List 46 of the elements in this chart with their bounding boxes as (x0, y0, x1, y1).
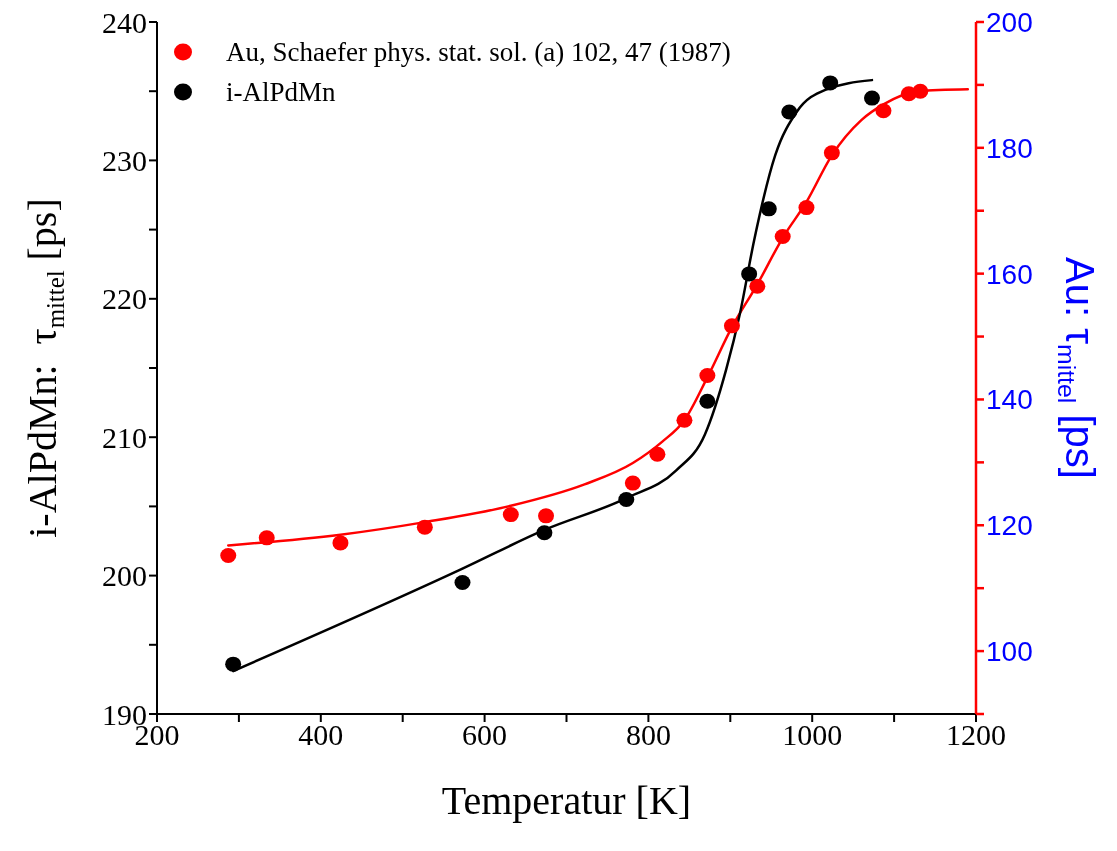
y2-tick-label: 100 (986, 636, 1033, 668)
point (332, 535, 349, 551)
point (416, 519, 433, 535)
point (798, 200, 815, 216)
x-tick-label: 1000 (782, 718, 843, 752)
point (454, 575, 471, 591)
point (875, 103, 892, 119)
point (760, 201, 777, 217)
point (699, 393, 716, 409)
point (699, 368, 716, 384)
point (749, 278, 766, 294)
point (741, 266, 758, 282)
y-tick-label: 240 (102, 5, 147, 39)
y2-tick-label: 120 (986, 510, 1033, 542)
point (723, 318, 740, 334)
point (912, 83, 929, 99)
point (781, 104, 798, 120)
point (624, 475, 641, 491)
point (676, 412, 693, 428)
y2-tick-label: 200 (986, 6, 1033, 38)
point (822, 75, 839, 91)
point (649, 446, 666, 462)
point (220, 547, 237, 563)
y-tick-label: 230 (102, 144, 147, 178)
y2-tick-label: 180 (986, 132, 1033, 164)
point (502, 507, 519, 523)
y2-tick-label: 160 (986, 258, 1033, 290)
x-tick-label: 800 (625, 718, 671, 752)
point (538, 508, 555, 524)
x-tick-label: 400 (298, 718, 344, 752)
point (258, 530, 275, 546)
y2-tick-label: 140 (986, 384, 1033, 416)
point (536, 525, 553, 541)
x-axis-title: Temperatur [K] (441, 778, 692, 823)
point (618, 491, 635, 507)
point (863, 90, 880, 106)
legend-label: i-AlPdMn (226, 76, 336, 108)
point (823, 145, 840, 161)
y-tick-label: 200 (102, 559, 147, 593)
point (225, 656, 242, 672)
y-tick-label: 220 (102, 282, 147, 316)
x-tick-label: 600 (462, 718, 508, 752)
legend-label: Au, Schaefer phys. stat. sol. (a) 102, 47 (1987) (226, 36, 731, 68)
y-tick-label: 210 (102, 420, 147, 454)
point (774, 229, 791, 245)
x-tick-label: 1200 (946, 718, 1006, 752)
